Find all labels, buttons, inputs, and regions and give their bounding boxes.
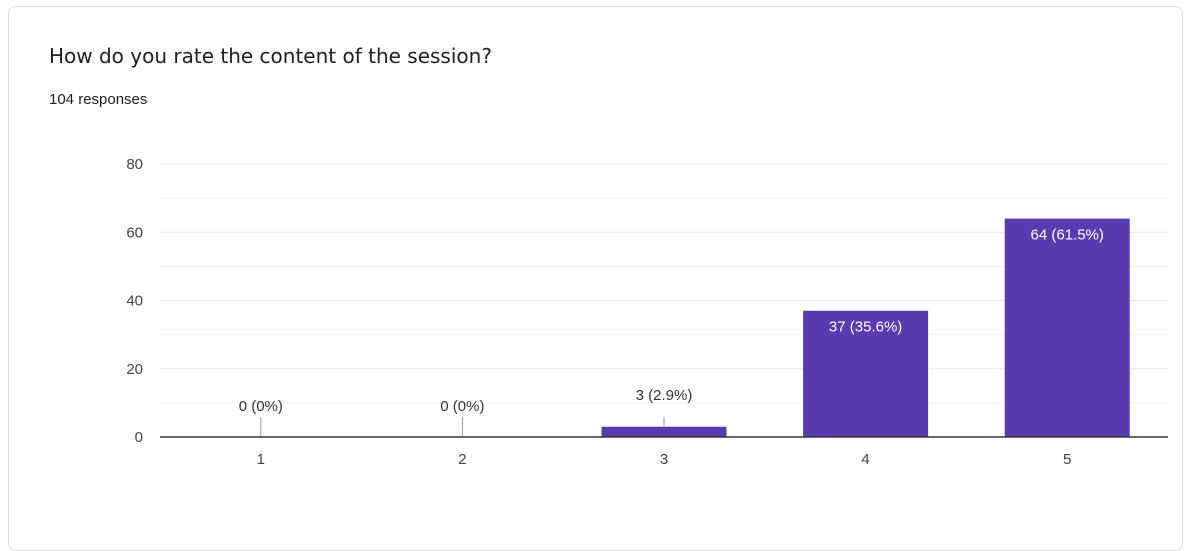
- bar: [803, 310, 929, 437]
- data-label: 3 (2.9%): [636, 387, 693, 404]
- bar: [601, 426, 727, 437]
- question-title: How do you rate the content of the sessi…: [49, 44, 492, 68]
- x-tick-label: 1: [257, 451, 265, 468]
- y-tick-label: 60: [126, 224, 143, 241]
- data-label: 0 (0%): [440, 398, 484, 415]
- y-tick-label: 20: [126, 361, 143, 378]
- question-card: How do you rate the content of the sessi…: [8, 6, 1183, 551]
- response-count: 104 responses: [49, 91, 148, 108]
- y-tick-label: 40: [126, 293, 143, 310]
- x-tick-label: 5: [1063, 451, 1071, 468]
- y-tick-label: 80: [126, 156, 143, 173]
- x-tick-label: 2: [458, 451, 466, 468]
- bar: [1004, 218, 1130, 437]
- data-label: 64 (61.5%): [1031, 227, 1104, 244]
- data-label: 0 (0%): [239, 398, 283, 415]
- y-tick-label: 0: [135, 429, 143, 446]
- x-tick-label: 4: [861, 451, 869, 468]
- data-label: 37 (35.6%): [829, 319, 902, 336]
- x-tick-label: 3: [660, 451, 668, 468]
